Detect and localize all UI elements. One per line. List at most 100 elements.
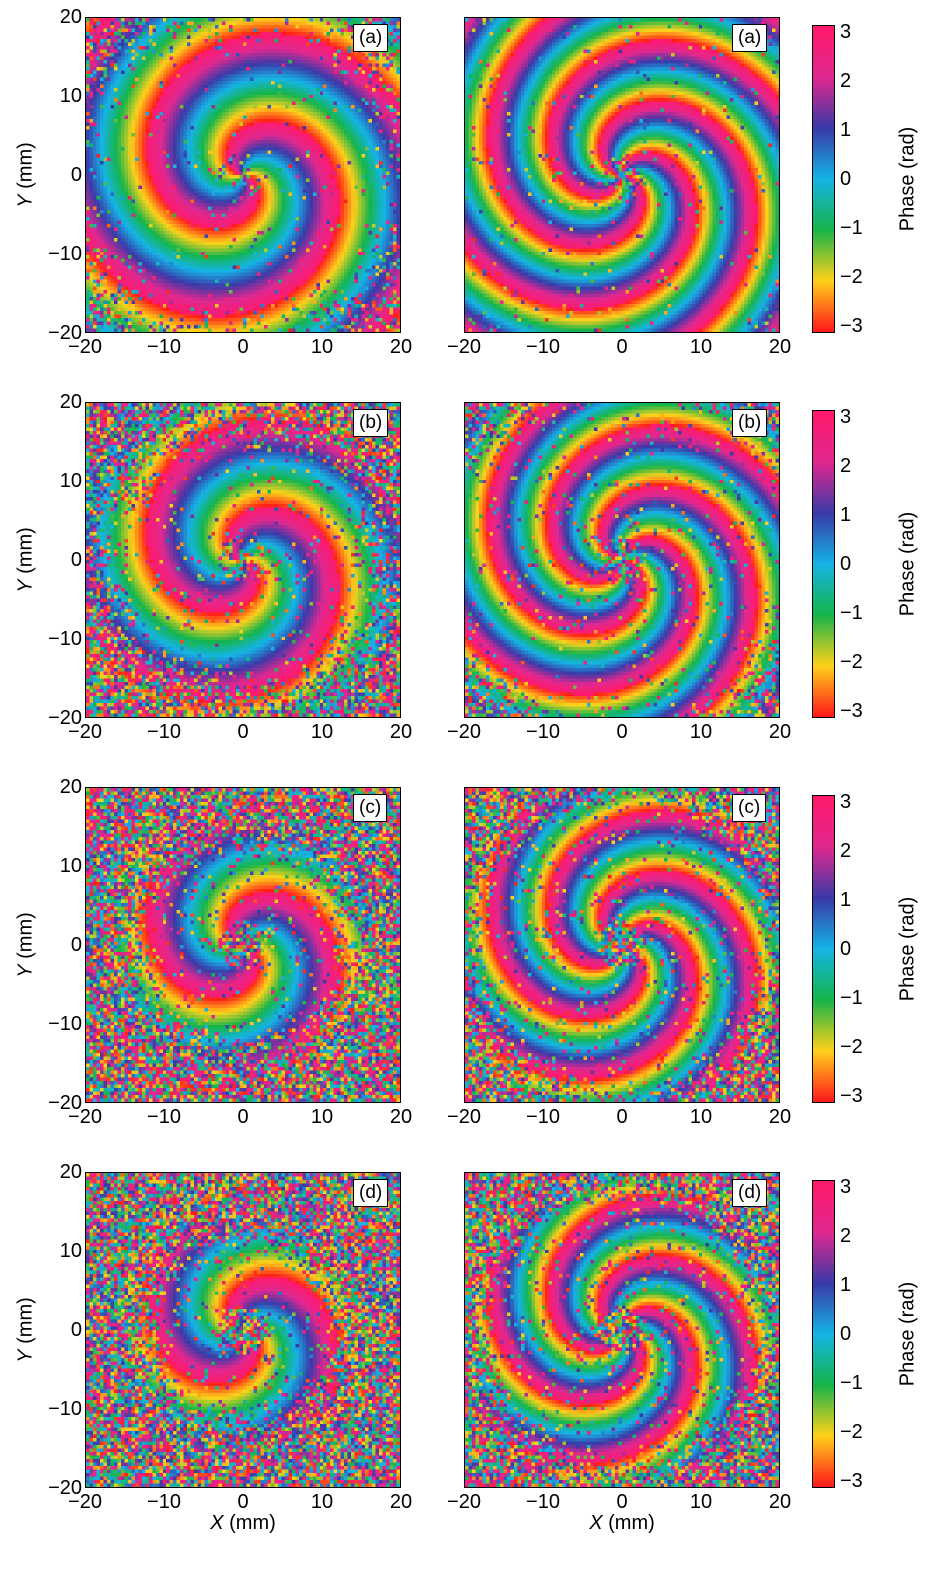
colorbar-tick-label: −2 — [840, 266, 863, 289]
colorbar-2 — [812, 410, 835, 718]
colorbar-tick-label: 2 — [840, 839, 852, 862]
panel-label: (b) — [353, 409, 389, 437]
y-tick-label: 0 — [70, 934, 82, 956]
x-tick-label: 0 — [616, 1106, 628, 1128]
colorbar-tick-label: 3 — [840, 790, 852, 813]
x-tick-label: −20 — [68, 1491, 102, 1513]
phase-heatmap-panel-2-2 — [464, 402, 780, 718]
x-tick-label: 20 — [768, 1491, 792, 1513]
colorbar-tick-label: 2 — [840, 69, 852, 92]
y-tick-label: −20 — [48, 1092, 82, 1114]
x-tick-label: 0 — [616, 721, 628, 743]
y-axis-unit: (mm) — [14, 142, 37, 195]
x-axis-symbol: X — [210, 1512, 224, 1534]
colorbar-tick-label: −3 — [840, 1085, 863, 1108]
y-tick-label: −20 — [48, 1477, 82, 1499]
x-tick-label: −20 — [68, 336, 102, 358]
x-tick-label: −20 — [447, 721, 481, 743]
phase-heatmap-panel-3-1 — [85, 787, 401, 1103]
x-tick-label: −10 — [147, 1106, 181, 1128]
panel-label: (d) — [732, 1179, 768, 1207]
colorbar-4 — [812, 1180, 835, 1488]
colorbar-title: Phase (rad) — [896, 126, 919, 232]
y-axis-symbol: Y — [14, 579, 37, 593]
x-tick-label: −10 — [526, 336, 560, 358]
y-axis-symbol: Y — [14, 964, 37, 978]
x-axis-title: X (mm) — [210, 1512, 276, 1535]
y-tick-label: −10 — [48, 1013, 82, 1035]
x-tick-label: 0 — [237, 1106, 249, 1128]
phase-heatmap-panel-1-2 — [464, 17, 780, 333]
y-tick-label: −10 — [48, 243, 82, 265]
colorbar-tick-label: 1 — [840, 503, 852, 526]
x-tick-label: 10 — [689, 1491, 713, 1513]
phase-heatmap-panel-3-2 — [464, 787, 780, 1103]
colorbar-tick-label: −1 — [840, 1372, 863, 1395]
colorbar-tick-label: 3 — [840, 1175, 852, 1198]
colorbar-tick-label: 3 — [840, 20, 852, 43]
colorbar-title: Phase (rad) — [896, 511, 919, 617]
colorbar-tick-label: 1 — [840, 118, 852, 141]
x-axis-unit: (mm) — [602, 1512, 655, 1534]
y-tick-label: −10 — [48, 628, 82, 650]
x-tick-label: −20 — [68, 721, 102, 743]
colorbar-tick-label: 2 — [840, 1224, 852, 1247]
y-axis-unit: (mm) — [14, 1297, 37, 1350]
y-axis-symbol: Y — [14, 194, 37, 208]
colorbar-tick-label: 2 — [840, 454, 852, 477]
x-tick-label: 10 — [689, 336, 713, 358]
x-tick-label: −10 — [526, 1106, 560, 1128]
y-tick-label: 20 — [59, 391, 82, 413]
y-tick-label: 0 — [70, 1319, 82, 1341]
x-tick-label: 0 — [237, 721, 249, 743]
x-tick-label: −10 — [526, 721, 560, 743]
y-tick-label: 20 — [59, 1161, 82, 1183]
x-tick-label: −20 — [447, 336, 481, 358]
x-tick-label: 0 — [616, 1491, 628, 1513]
y-axis-symbol: Y — [14, 1349, 37, 1363]
y-tick-label: 10 — [59, 1240, 82, 1262]
y-tick-label: 10 — [59, 470, 82, 492]
colorbar-title: Phase (rad) — [896, 1281, 919, 1387]
phase-heatmap-panel-4-2 — [464, 1172, 780, 1488]
x-tick-label: 0 — [237, 336, 249, 358]
x-tick-label: 20 — [768, 336, 792, 358]
x-tick-label: −20 — [447, 1106, 481, 1128]
y-axis-unit: (mm) — [14, 527, 37, 580]
y-axis-title: Y (mm) — [15, 1297, 38, 1363]
y-axis-title: Y (mm) — [15, 142, 38, 208]
phase-heatmap-panel-4-1 — [85, 1172, 401, 1488]
x-tick-label: 10 — [689, 721, 713, 743]
colorbar-tick-label: 0 — [840, 168, 852, 190]
x-tick-label: −10 — [526, 1491, 560, 1513]
y-tick-label: −20 — [48, 322, 82, 344]
y-tick-label: 10 — [59, 855, 82, 877]
y-axis-title: Y (mm) — [15, 912, 38, 978]
panel-label: (d) — [353, 1179, 389, 1207]
y-tick-label: −10 — [48, 1398, 82, 1420]
colorbar-tick-label: 0 — [840, 553, 852, 575]
colorbar-tick-label: −3 — [840, 700, 863, 723]
panel-label: (c) — [353, 794, 388, 822]
colorbar-tick-label: 3 — [840, 405, 852, 428]
phase-heatmap-panel-2-1 — [85, 402, 401, 718]
panel-label: (a) — [353, 24, 389, 52]
x-tick-label: 0 — [237, 1491, 249, 1513]
x-tick-label: 0 — [616, 336, 628, 358]
y-tick-label: −20 — [48, 707, 82, 729]
y-tick-label: 20 — [59, 6, 82, 28]
x-tick-label: 20 — [768, 1106, 792, 1128]
y-tick-label: 20 — [59, 776, 82, 798]
x-tick-label: 20 — [389, 336, 413, 358]
x-tick-label: 20 — [389, 1106, 413, 1128]
y-tick-label: 10 — [59, 85, 82, 107]
panel-label: (b) — [732, 409, 768, 437]
x-tick-label: −20 — [447, 1491, 481, 1513]
x-tick-label: 20 — [389, 721, 413, 743]
x-axis-symbol: X — [589, 1512, 603, 1534]
x-axis-title: X (mm) — [589, 1512, 655, 1535]
panel-label: (c) — [732, 794, 767, 822]
x-tick-label: −10 — [147, 1491, 181, 1513]
x-tick-label: 10 — [310, 721, 334, 743]
colorbar-tick-label: −2 — [840, 651, 863, 674]
